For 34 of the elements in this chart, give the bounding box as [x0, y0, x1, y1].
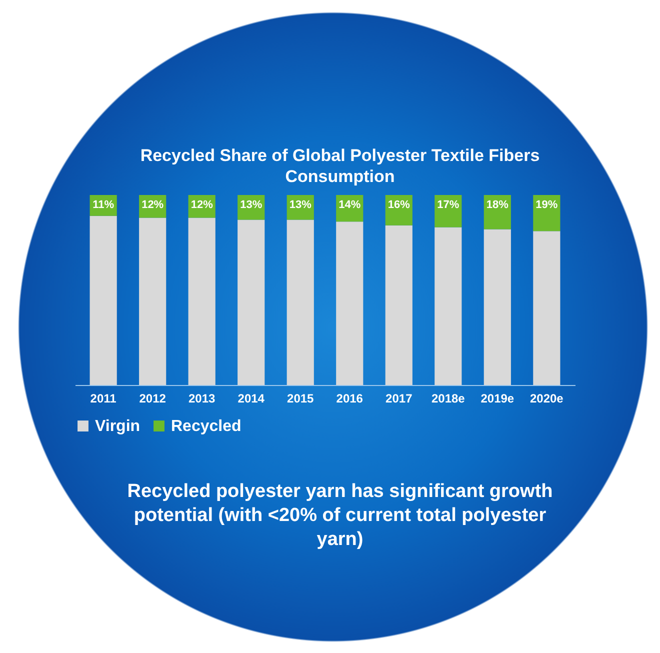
data-label: 13% [240, 199, 262, 211]
bar [533, 231, 560, 385]
x-tick-label: 2012 [139, 392, 166, 406]
data-label: 18% [486, 199, 509, 211]
bar [90, 216, 117, 385]
bar [336, 222, 364, 385]
data-label: 12% [190, 199, 214, 211]
text: Recycled polyester yarn has significant growth potential (with <20% of current total polyester yarn) [126, 480, 554, 552]
bar [238, 220, 265, 385]
x-tick-label: 2020e [530, 392, 564, 406]
data-label: 11% [92, 199, 114, 211]
bar [139, 218, 166, 385]
chart-title: Recycled Share of Global Polyester Textile Fibers Consumption [139, 145, 541, 187]
bar [484, 229, 511, 385]
x-tick-label: 2017 [386, 392, 413, 406]
x-tick-label: 2011 [90, 392, 117, 406]
data-label: 13% [289, 199, 312, 211]
bar [188, 218, 216, 385]
bar [286, 220, 314, 385]
x-tick-label: 2015 [287, 392, 314, 406]
x-tick-label: 2016 [336, 392, 364, 406]
bar [434, 227, 462, 385]
data-label: 19% [536, 199, 558, 211]
legend-label: Recycled [171, 418, 242, 435]
legend-label: Virgin [95, 418, 140, 435]
data-label: 17% [437, 199, 460, 211]
data-label: 14% [338, 199, 361, 211]
data-label: 16% [388, 199, 410, 211]
data-label: 12% [142, 199, 164, 211]
x-tick-label: 2013 [188, 392, 216, 406]
bar [385, 225, 412, 385]
x-tick-label: 2019e [480, 392, 514, 406]
x-tick-label: 2014 [238, 392, 265, 406]
x-tick-label: 2018e [431, 392, 466, 406]
